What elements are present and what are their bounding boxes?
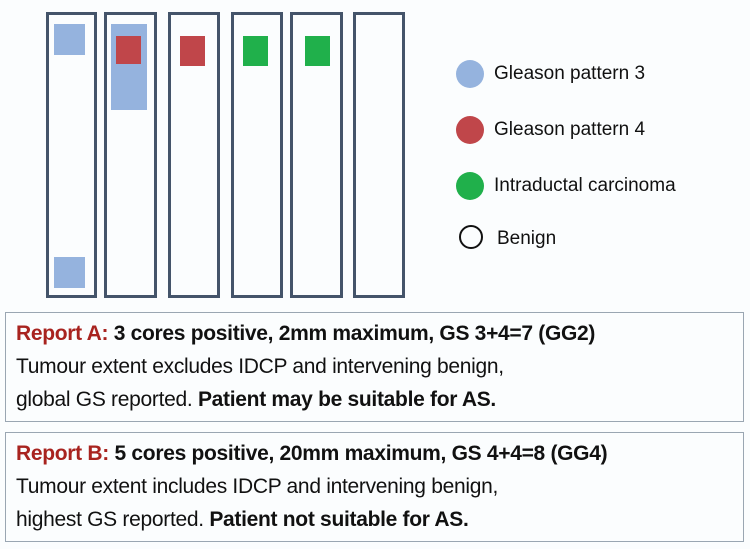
legend-label: Benign <box>497 228 557 249</box>
benign-legend-icon <box>459 225 483 249</box>
report-title: Report B: <box>16 442 109 465</box>
report-detail: global GS reported. <box>16 388 193 411</box>
gleason4-focus <box>116 36 141 64</box>
report-a: Report A: 3 cores positive, 2mm maximum,… <box>5 312 744 422</box>
intraductal-legend-icon <box>456 172 484 200</box>
report-summary: 5 cores positive, 20mm maximum, GS 4+4=8… <box>114 442 608 465</box>
core-2 <box>104 12 157 298</box>
report-summary: 3 cores positive, 2mm maximum, GS 3+4=7 … <box>113 322 596 345</box>
report-detail: Tumour extent includes IDCP and interven… <box>16 475 498 498</box>
report-conclusion: Patient may be suitable for AS. <box>197 388 496 411</box>
core-5 <box>290 12 343 298</box>
gleason3-focus <box>54 24 85 55</box>
core-1 <box>46 12 97 298</box>
core-4 <box>231 12 283 298</box>
core-6 <box>353 12 405 298</box>
legend-label: Gleason pattern 3 <box>494 63 646 84</box>
intraductal-focus <box>243 36 268 66</box>
gleason3-legend-icon <box>456 60 484 88</box>
report-detail: highest GS reported. <box>16 508 204 531</box>
report-title: Report A: <box>16 322 109 345</box>
report-b: Report B: 5 cores positive, 20mm maximum… <box>5 432 744 542</box>
legend-label: Gleason pattern 4 <box>494 119 646 140</box>
gleason3-focus <box>54 257 85 288</box>
legend-label: Intraductal carcinoma <box>494 175 676 196</box>
report-conclusion: Patient not suitable for AS. <box>209 508 469 531</box>
intraductal-focus <box>305 36 330 66</box>
core-3 <box>168 12 220 298</box>
gleason4-focus <box>180 36 205 66</box>
report-detail: Tumour extent excludes IDCP and interven… <box>16 355 504 378</box>
gleason4-legend-icon <box>456 116 484 144</box>
